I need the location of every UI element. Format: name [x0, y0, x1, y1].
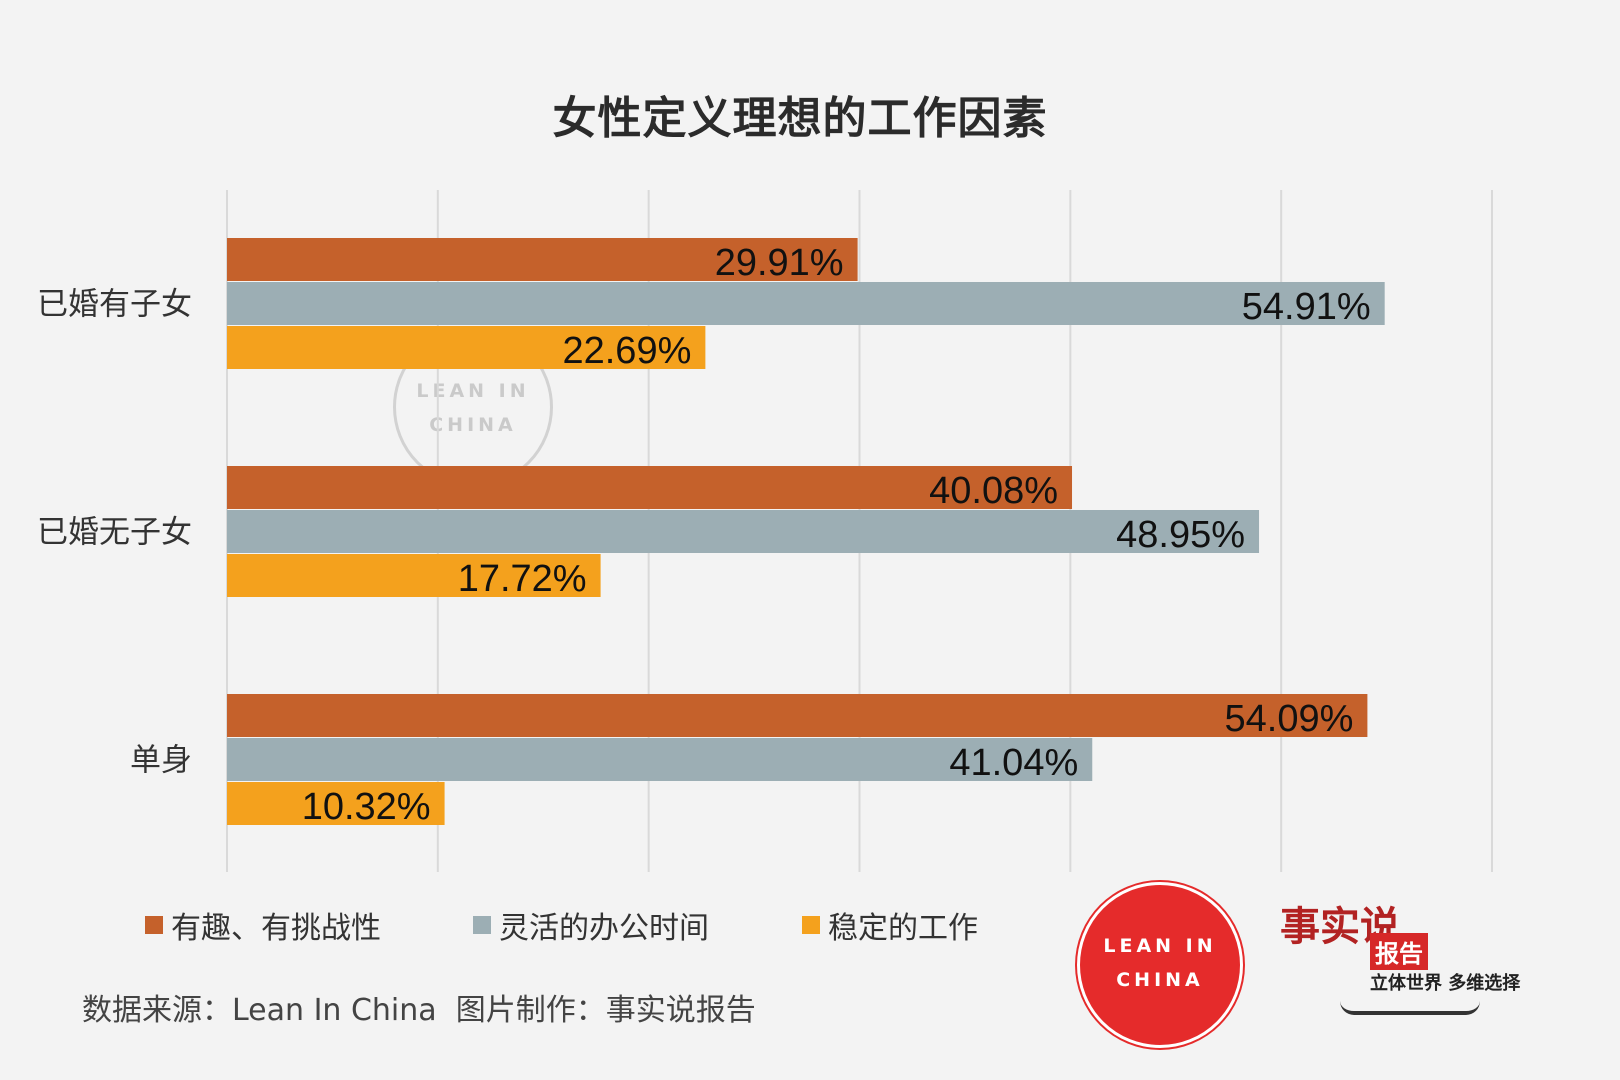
legend-label-0: 有趣、有挑战性	[171, 911, 381, 946]
category-label: 单身	[130, 743, 192, 779]
watermark-line1: LEAN IN	[416, 380, 530, 402]
data-label: 10.32%	[302, 786, 431, 828]
data-label: 17.72%	[458, 558, 587, 600]
legend-swatch-0	[145, 916, 163, 934]
bar	[227, 554, 601, 597]
data-label: 22.69%	[562, 330, 691, 372]
logo-slogan: 立体世界 多维选择	[1370, 973, 1521, 994]
shishi-report-logo: 事实说 报告 立体世界 多维选择	[1280, 905, 1520, 1025]
logo-swoosh	[1340, 1001, 1480, 1015]
lean-in-china-logo: LEAN IN CHINA	[1077, 882, 1243, 1048]
logo-line1: LEAN IN	[1103, 935, 1217, 957]
bar	[227, 466, 1073, 509]
bar	[227, 782, 445, 825]
legend-label-2: 稳定的工作	[828, 911, 978, 946]
source-line: 数据来源：Lean In China 图片制作：事实说报告	[82, 993, 756, 1028]
bar	[227, 694, 1368, 737]
chart-title: 女性定义理想的工作因素	[552, 93, 1048, 144]
data-label: 48.95%	[1116, 514, 1245, 556]
data-label: 29.91%	[715, 242, 844, 284]
legend-swatch-1	[473, 916, 491, 934]
bar	[227, 282, 1385, 325]
legend-item-2: 稳定的工作	[802, 905, 978, 946]
bar	[227, 738, 1093, 781]
logo-line2: CHINA	[1116, 969, 1204, 991]
bar	[227, 510, 1260, 553]
data-label: 54.09%	[1225, 698, 1354, 740]
bar	[227, 238, 858, 281]
legend-item-1: 灵活的办公时间	[473, 905, 709, 946]
data-label: 41.04%	[949, 742, 1078, 784]
legend-label-1: 灵活的办公时间	[499, 911, 709, 946]
logo-badge: 报告	[1370, 933, 1428, 970]
data-label: 40.08%	[929, 470, 1058, 512]
category-label: 已婚有子女	[37, 287, 192, 323]
category-label: 已婚无子女	[37, 515, 192, 551]
legend-swatch-2	[802, 916, 820, 934]
bar	[227, 326, 706, 369]
watermark-line2: CHINA	[429, 414, 517, 436]
legend-item-0: 有趣、有挑战性	[145, 905, 381, 946]
data-label: 54.91%	[1242, 286, 1371, 328]
